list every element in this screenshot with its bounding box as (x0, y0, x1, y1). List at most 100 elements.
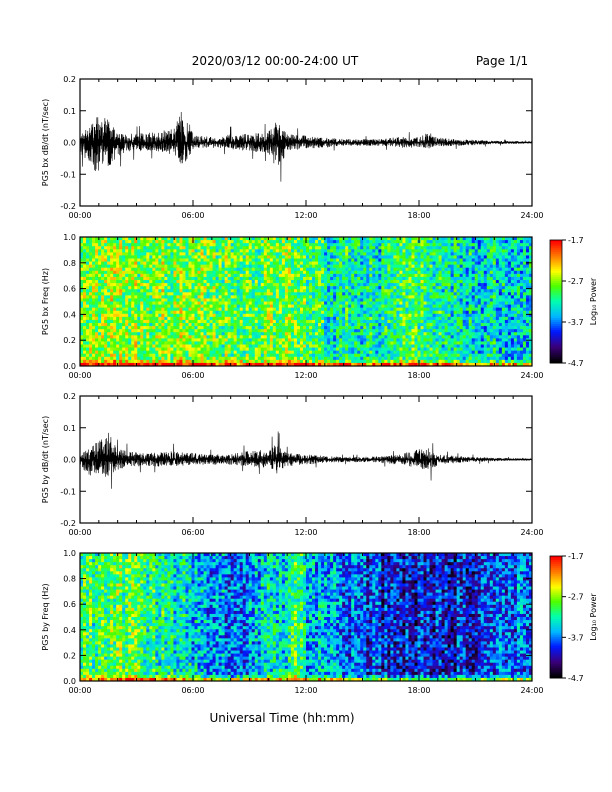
spectrogram-cell (378, 301, 382, 305)
spectrogram-cell (369, 344, 373, 348)
spectrogram-cell (248, 255, 253, 259)
spectrogram-cell (429, 280, 433, 284)
spectrogram-cell (161, 323, 165, 327)
spectrogram-cell (131, 359, 135, 364)
x-tick-label: 24:00 (520, 211, 543, 220)
spectrogram-cell (212, 310, 216, 315)
spectrogram-cell (372, 286, 376, 290)
spectrogram-cell (390, 261, 394, 266)
spectrogram-cell (158, 255, 162, 259)
spectrogram-cell (152, 289, 156, 293)
spectrogram-cell (197, 353, 201, 358)
spectrogram-cell (281, 298, 286, 302)
spectrogram-cell (333, 313, 337, 318)
spectrogram-cell (161, 329, 165, 333)
spectrogram-cell (336, 267, 340, 272)
spectrogram-cell (98, 313, 102, 318)
spectrogram-cell (333, 292, 337, 296)
spectrogram-cell (242, 319, 247, 324)
spectrogram-cell (200, 359, 204, 364)
spectrogram-cell (306, 356, 310, 361)
spectrogram-cell (110, 356, 114, 361)
spectrogram-cell (149, 292, 153, 296)
spectrogram-cell (116, 286, 120, 290)
spectrogram-cell (254, 289, 259, 293)
spectrogram-cell (170, 319, 174, 324)
spectrogram-cell (287, 258, 292, 262)
spectrogram-cell (354, 310, 358, 315)
spectrogram-cell (194, 280, 198, 284)
spectrogram-cell (393, 316, 397, 321)
spectrogram-cell (185, 292, 189, 296)
spectrogram-cell (212, 316, 216, 321)
spectrogram-cell (251, 286, 256, 290)
spectrogram-cell (101, 249, 105, 253)
spectrogram-cell (251, 353, 256, 358)
spectrogram-cell (375, 289, 379, 293)
spectrogram-cell (173, 326, 177, 330)
spectrogram-cell (203, 292, 207, 296)
spectrogram-cell (80, 347, 84, 352)
spectrogram-cell (83, 243, 87, 247)
spectrogram-cell (266, 338, 271, 342)
spectrogram-cell (110, 307, 114, 312)
spectrogram-cell (375, 280, 379, 284)
spectrogram-cell (95, 258, 99, 262)
spectrogram-cell (375, 298, 379, 302)
spectrogram-cell (302, 353, 307, 358)
spectrogram-cell (227, 304, 232, 309)
spectrogram-cell (321, 261, 325, 266)
spectrogram-cell (327, 301, 331, 305)
spectrogram-cell (269, 323, 274, 327)
spectrogram-cell (426, 319, 430, 324)
spectrogram-cell (339, 283, 343, 287)
spectrogram-cell (420, 310, 424, 315)
spectrogram-cell (137, 313, 141, 318)
spectrogram-cell (116, 347, 120, 352)
spectrogram-cell (381, 292, 385, 296)
spectrogram-cell (263, 255, 268, 259)
spectrogram-cell (191, 335, 195, 339)
spectrogram-cell (405, 353, 409, 358)
spectrogram-cell (275, 323, 280, 327)
spectrogram-cell (339, 273, 343, 278)
spectrogram-cell (230, 276, 235, 281)
spectrogram-cell (245, 252, 250, 256)
spectrogram-cell (182, 338, 186, 342)
spectrogram-cell (351, 335, 355, 339)
spectrogram-cell (125, 255, 129, 259)
spectrogram-cell (209, 283, 213, 287)
spectrogram-cell (390, 316, 394, 321)
spectrogram-cell (143, 237, 147, 241)
spectrogram-cell (197, 332, 201, 336)
spectrogram-cell (306, 341, 310, 345)
spectrogram-cell (230, 258, 235, 262)
spectrogram-cell (342, 335, 346, 339)
spectrogram-cell (227, 295, 232, 299)
spectrogram-cell (399, 307, 403, 312)
spectrogram-cell (125, 301, 129, 305)
spectrogram-cell (390, 298, 394, 302)
spectrogram-cell (414, 353, 418, 358)
spectrogram-cell (327, 292, 331, 296)
spectrogram-cell (296, 258, 301, 262)
spectrogram-cell (185, 246, 189, 250)
spectrogram-cell (366, 310, 370, 315)
spectrogram-cell (306, 280, 310, 284)
spectrogram-cell (414, 301, 418, 305)
spectrogram-cell (299, 286, 304, 290)
spectrogram-cell (209, 249, 213, 253)
spectrogram-cell (134, 261, 138, 266)
spectrogram-cell (104, 326, 108, 330)
spectrogram-cell (390, 359, 394, 364)
spectrogram-cell (354, 240, 358, 244)
spectrogram-cell (140, 353, 144, 358)
spectrogram-cell (80, 310, 84, 315)
spectrogram-cell (363, 273, 367, 278)
spectrogram-cell (417, 258, 421, 262)
spectrogram-cell (242, 304, 247, 309)
spectrogram-cell (290, 237, 295, 241)
spectrogram-cell (95, 359, 99, 364)
spectrogram-cell (327, 356, 331, 361)
spectrogram-cell (375, 264, 379, 269)
